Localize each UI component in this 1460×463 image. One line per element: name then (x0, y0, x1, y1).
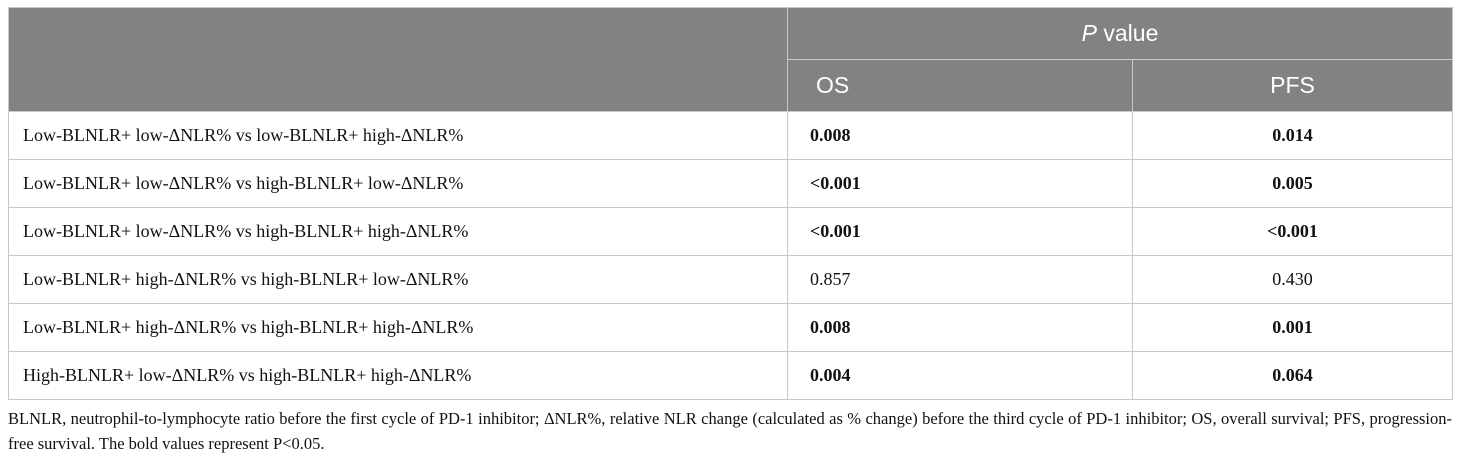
comparison-label: Low-BLNLR+ low-ΔNLR% vs high-BLNLR+ low-… (8, 159, 788, 208)
pfs-p-value: 0.014 (1132, 111, 1453, 160)
comparison-label: Low-BLNLR+ low-ΔNLR% vs high-BLNLR+ high… (8, 207, 788, 256)
os-column-header: OS (787, 59, 1133, 112)
p-symbol: P (1081, 20, 1097, 46)
table-body: Low-BLNLR+ low-ΔNLR% vs low-BLNLR+ high-… (8, 111, 1453, 400)
pfs-p-value: 0.064 (1132, 351, 1453, 400)
os-p-value: 0.004 (787, 351, 1133, 400)
table-row: Low-BLNLR+ low-ΔNLR% vs low-BLNLR+ high-… (8, 111, 1453, 160)
pfs-p-value: <0.001 (1132, 207, 1453, 256)
p-value-header-text: value (1096, 20, 1159, 46)
header-corner-cell (8, 7, 788, 112)
os-p-value: 0.008 (787, 303, 1133, 352)
pfs-column-header: PFS (1132, 59, 1453, 112)
os-p-value: 0.008 (787, 111, 1133, 160)
pfs-p-value: 0.001 (1132, 303, 1453, 352)
table-row: High-BLNLR+ low-ΔNLR% vs high-BLNLR+ hig… (8, 351, 1453, 400)
comparison-label: Low-BLNLR+ high-ΔNLR% vs high-BLNLR+ hig… (8, 303, 788, 352)
os-p-value: 0.857 (787, 255, 1133, 304)
os-p-value: <0.001 (787, 159, 1133, 208)
comparison-label: Low-BLNLR+ low-ΔNLR% vs low-BLNLR+ high-… (8, 111, 788, 160)
p-value-header: P value (787, 7, 1453, 60)
os-p-value: <0.001 (787, 207, 1133, 256)
table-row: Low-BLNLR+ low-ΔNLR% vs high-BLNLR+ low-… (8, 159, 1453, 208)
table-row: Low-BLNLR+ high-ΔNLR% vs high-BLNLR+ hig… (8, 303, 1453, 352)
table-header: P value OS PFS (8, 7, 1453, 112)
table-footnote: BLNLR, neutrophil-to-lymphocyte ratio be… (8, 409, 1452, 453)
comparison-label: High-BLNLR+ low-ΔNLR% vs high-BLNLR+ hig… (8, 351, 788, 400)
table-row: Low-BLNLR+ low-ΔNLR% vs high-BLNLR+ high… (8, 207, 1453, 256)
comparison-label: Low-BLNLR+ high-ΔNLR% vs high-BLNLR+ low… (8, 255, 788, 304)
pfs-p-value: 0.005 (1132, 159, 1453, 208)
table-row: Low-BLNLR+ high-ΔNLR% vs high-BLNLR+ low… (8, 255, 1453, 304)
pfs-p-value: 0.430 (1132, 255, 1453, 304)
p-value-table: P value OS PFS Low-BLNLR+ low-ΔNLR% vs l… (8, 7, 1453, 400)
